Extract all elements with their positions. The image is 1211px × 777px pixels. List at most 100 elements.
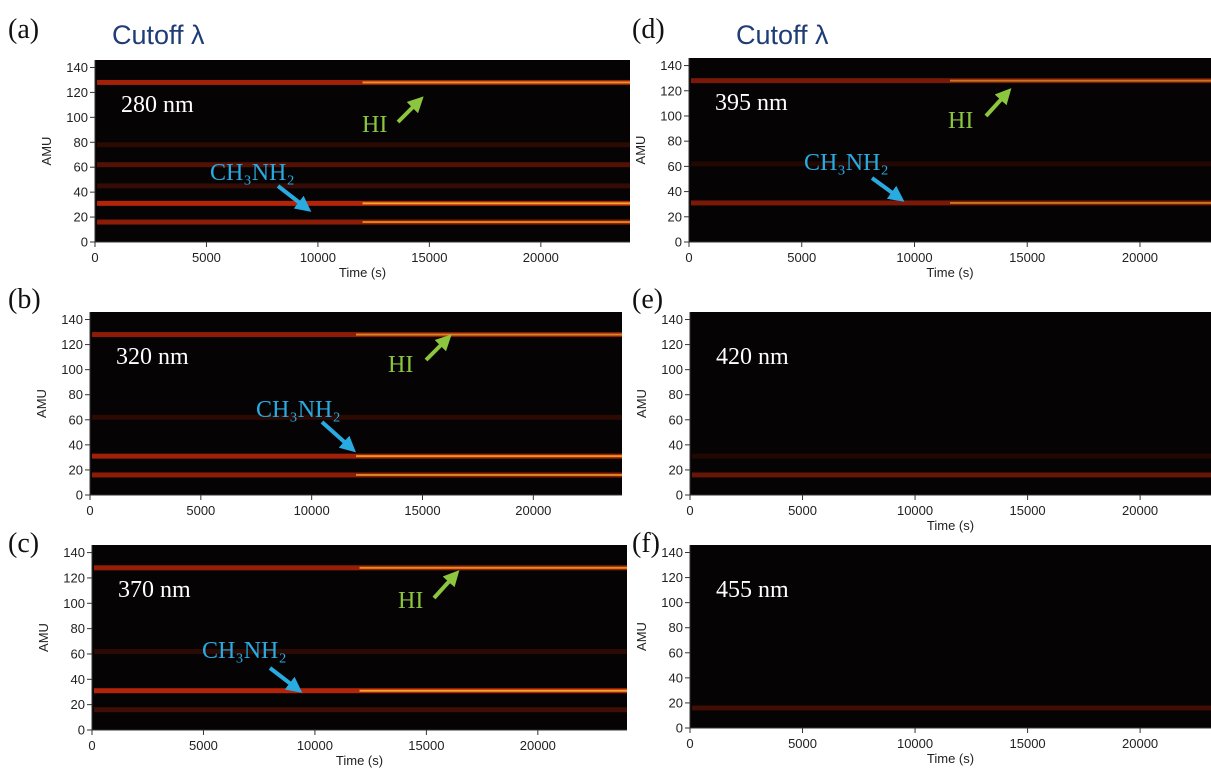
- x-tick-label: 10000: [297, 738, 333, 753]
- y-tick-label: 0: [676, 721, 683, 736]
- x-tick-label: 5000: [186, 503, 215, 518]
- y-tick-label: 0: [76, 488, 83, 503]
- y-tick-label: 120: [63, 570, 85, 585]
- y-axis-label: AMU: [36, 623, 51, 652]
- x-tick-label: 10000: [897, 503, 933, 518]
- band-core: [362, 81, 630, 84]
- y-tick-label: 120: [661, 337, 683, 352]
- y-tick-label: 60: [669, 645, 683, 660]
- band-core: [356, 455, 622, 458]
- band: [97, 183, 630, 189]
- x-tick-label: 15000: [1010, 503, 1046, 518]
- y-tick-label: 100: [661, 595, 683, 610]
- ch3nh2-label: CH₃NH₂: [210, 160, 295, 186]
- ch3nh2-arrow: [276, 184, 312, 212]
- x-tick-label: 5000: [192, 250, 221, 265]
- y-tick-label: 40: [71, 672, 85, 687]
- hi-label: HI: [388, 352, 413, 378]
- plot-area: [90, 312, 622, 495]
- y-tick-label: 120: [660, 83, 682, 98]
- y-tick-label: 80: [71, 621, 85, 636]
- y-tick-label: 20: [74, 210, 88, 225]
- hi-arrow: [424, 334, 452, 362]
- plot-area: [92, 545, 627, 730]
- wavelength: 395 nm: [715, 90, 788, 116]
- y-tick-label: 60: [71, 646, 85, 661]
- y-tick-label: 40: [669, 670, 683, 685]
- y-tick-label: 40: [74, 185, 88, 200]
- band-core: [359, 689, 627, 692]
- y-axis-label: AMU: [34, 389, 49, 418]
- x-axis-label: Time (s): [339, 265, 386, 280]
- x-tick-label: 15000: [411, 250, 447, 265]
- y-axis-label: AMU: [39, 137, 54, 166]
- band: [692, 472, 1211, 478]
- ch3nh2-label: CH₃NH₂: [804, 150, 889, 176]
- y-tick-label: 140: [63, 545, 85, 560]
- x-tick-label: 15000: [404, 503, 440, 518]
- band: [92, 414, 622, 420]
- y-tick-label: 100: [66, 110, 88, 125]
- x-tick-label: 0: [91, 250, 98, 265]
- heading: Cutoff λ: [112, 20, 205, 50]
- wavelength: 320 nm: [116, 344, 189, 370]
- x-tick-label: 10000: [897, 736, 933, 751]
- y-tick-label: 120: [61, 337, 83, 352]
- y-tick-label: 0: [81, 235, 88, 250]
- x-tick-label: 15000: [1009, 250, 1045, 265]
- x-tick-label: 0: [88, 738, 95, 753]
- band-core: [356, 333, 622, 336]
- hi-arrow: [396, 96, 424, 124]
- x-tick-label: 10000: [896, 250, 932, 265]
- y-tick-label: 100: [660, 108, 682, 123]
- y-tick-label: 40: [668, 184, 682, 199]
- y-tick-label: 80: [74, 135, 88, 150]
- panel-label: (a): [8, 14, 39, 45]
- x-tick-label: 5000: [788, 736, 817, 751]
- plot-area: [95, 60, 630, 242]
- hi-label: HI: [948, 108, 973, 134]
- ch3nh2-arrow: [320, 420, 356, 453]
- wavelength: 420 nm: [716, 344, 789, 370]
- y-tick-label: 20: [69, 462, 83, 477]
- y-axis-label: AMU: [634, 622, 649, 651]
- x-tick-label: 20000: [1122, 503, 1158, 518]
- panel-label: (e): [632, 284, 663, 315]
- hi-arrow: [432, 570, 460, 600]
- x-tick-label: 5000: [787, 250, 816, 265]
- y-tick-label: 100: [61, 362, 83, 377]
- x-axis-label: Time (s): [927, 751, 974, 766]
- y-tick-label: 140: [66, 60, 88, 75]
- x-tick-label: 5000: [788, 503, 817, 518]
- x-tick-label: 0: [686, 503, 693, 518]
- y-tick-label: 20: [669, 462, 683, 477]
- ch3nh2-arrow: [870, 176, 905, 202]
- band-core: [356, 473, 622, 476]
- plot-area: [690, 312, 1211, 495]
- band: [97, 142, 630, 148]
- band: [692, 705, 1211, 711]
- x-tick-label: 20000: [523, 250, 559, 265]
- x-axis-label: Time (s): [927, 518, 974, 533]
- y-tick-label: 100: [661, 362, 683, 377]
- y-tick-label: 60: [69, 412, 83, 427]
- x-tick-label: 20000: [1122, 250, 1158, 265]
- y-tick-label: 80: [69, 387, 83, 402]
- y-tick-label: 60: [668, 159, 682, 174]
- x-tick-label: 10000: [294, 503, 330, 518]
- y-tick-label: 0: [78, 723, 85, 738]
- y-tick-label: 60: [669, 412, 683, 427]
- y-tick-label: 20: [71, 697, 85, 712]
- hi-label: HI: [398, 588, 423, 614]
- y-tick-label: 100: [63, 596, 85, 611]
- band-core: [950, 201, 1211, 204]
- y-tick-label: 0: [675, 235, 682, 250]
- panel-label: (b): [8, 284, 41, 315]
- y-tick-label: 120: [661, 570, 683, 585]
- ch3nh2-arrow: [268, 666, 303, 693]
- x-tick-label: 0: [86, 503, 93, 518]
- y-tick-label: 60: [74, 160, 88, 175]
- y-tick-label: 140: [661, 312, 683, 327]
- hi-arrow: [984, 88, 1012, 118]
